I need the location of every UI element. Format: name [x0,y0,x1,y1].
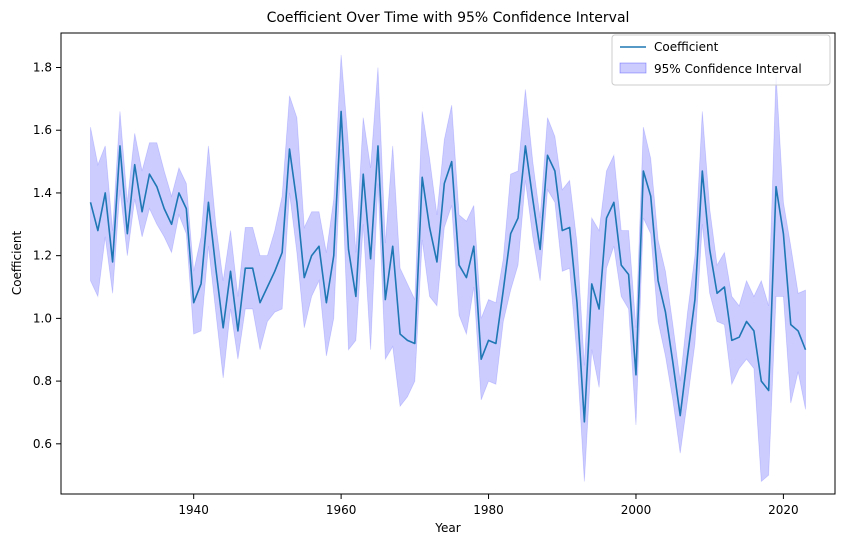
y-axis-label: Coefficient [10,231,24,296]
y-tick-label: 1.8 [33,60,52,74]
ci-band [90,54,806,483]
legend: Coefficient 95% Confidence Interval [611,34,831,86]
y-tick-label: 1.6 [33,123,52,137]
x-axis-label: Year [434,521,460,535]
x-tick-label: 2020 [768,503,799,517]
y-tick-label: 1.4 [33,186,52,200]
x-tick-label: 1940 [178,503,209,517]
legend-label-coefficient: Coefficient [654,40,719,54]
y-tick-label: 0.8 [33,374,52,388]
y-tick-label: 0.6 [33,437,52,451]
plot-frame [60,32,836,495]
legend-swatch-ci [619,62,647,74]
x-tick-label: 2000 [621,503,652,517]
coefficient-line [89,110,807,423]
x-tick-label: 1980 [473,503,504,517]
plot-area [89,54,807,483]
x-tick-label: 1960 [326,503,357,517]
axis-ticks: 1940 1960 1980 2000 2020 0.6 0.8 1.0 1.2 1.4 1.6 1.… [33,60,799,517]
legend-label-ci: 95% Confidence Interval [654,62,802,76]
y-tick-label: 1.0 [33,311,52,325]
y-tick-label: 1.2 [33,249,52,263]
chart-title: Coefficient Over Time with 95% Confidenc… [267,10,630,26]
legend-box [611,34,831,86]
